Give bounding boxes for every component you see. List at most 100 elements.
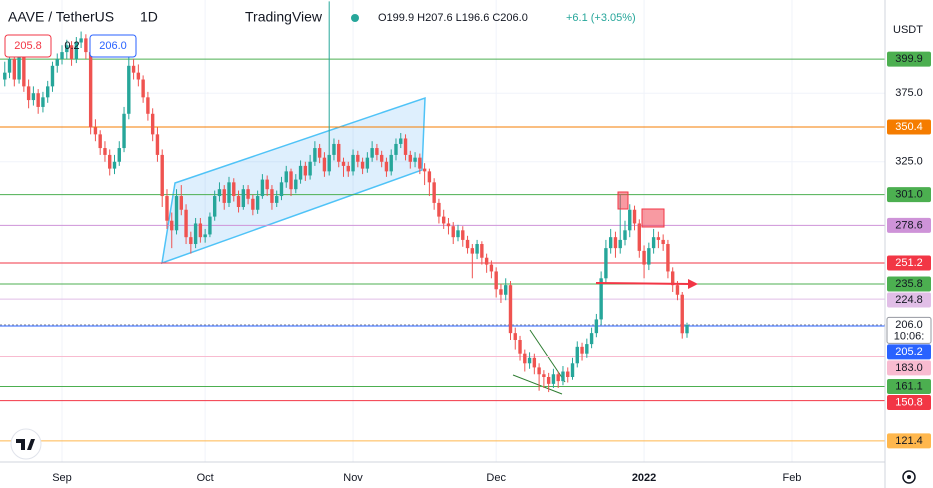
- candle-body: [566, 371, 570, 378]
- candle-body: [561, 371, 565, 382]
- candle-body: [84, 38, 88, 53]
- level-label: 121.4: [895, 435, 923, 447]
- candle-body: [608, 237, 613, 249]
- x-tick-label: Dec: [486, 472, 506, 484]
- candle-body: [666, 244, 670, 272]
- candle-body: [189, 237, 193, 245]
- candle-body: [322, 157, 327, 172]
- candle-body: [36, 93, 40, 107]
- candle-body: [656, 237, 661, 240]
- candle-body: [341, 161, 346, 166]
- candle-body: [451, 226, 455, 238]
- logo: [10, 428, 42, 460]
- candle-body: [441, 216, 446, 224]
- candle-body: [236, 196, 241, 208]
- y-tick-label: 325.0: [895, 156, 923, 168]
- candle-body: [265, 179, 269, 190]
- candle-body: [351, 154, 355, 172]
- candle-body: [170, 220, 174, 231]
- level-label-box: [887, 276, 931, 292]
- candle-body: [88, 52, 93, 128]
- candle-body: [518, 339, 522, 354]
- level-label-box: [887, 292, 931, 308]
- candle-body: [537, 367, 541, 375]
- candle-body: [98, 134, 102, 149]
- sell-button[interactable]: [4, 34, 52, 58]
- candle-body: [546, 377, 551, 384]
- candle-body: [556, 374, 560, 382]
- candle-body: [22, 52, 26, 87]
- candle-body: [184, 209, 188, 238]
- candle-body: [93, 127, 98, 135]
- sell-price[interactable]: 205.8: [14, 40, 42, 52]
- candle-body: [308, 161, 312, 176]
- candle-body: [647, 248, 651, 265]
- candle-body: [480, 244, 484, 258]
- axis: Sep Oct Nov Dec 2022 Feb 375.0 325.0: [52, 87, 923, 484]
- candle-body: [375, 148, 379, 155]
- level-label: 183.0: [895, 362, 923, 374]
- candle-body: [146, 97, 150, 114]
- candle-body: [456, 230, 460, 238]
- candle-body: [50, 65, 55, 87]
- candle-body: [599, 278, 603, 320]
- level-label-box: [887, 344, 931, 360]
- y-tick-label: 375.0: [895, 87, 923, 99]
- candle-body: [661, 239, 665, 245]
- candle-body: [289, 171, 293, 190]
- candle-body: [499, 289, 503, 295]
- candle-body: [470, 248, 475, 254]
- level-label-box: [887, 51, 931, 67]
- arrow: [595, 282, 691, 285]
- level-label-box: [887, 433, 931, 449]
- candle-body: [422, 168, 427, 172]
- candle-body: [174, 196, 179, 231]
- candle-body: [155, 134, 160, 155]
- candle-body: [303, 165, 308, 176]
- candle-body: [346, 165, 350, 172]
- candle-body: [675, 285, 680, 295]
- candle-body: [7, 58, 12, 73]
- level-label-box: [886, 316, 932, 344]
- highlight-box: [641, 208, 665, 228]
- candle-body: [651, 237, 656, 249]
- x-tick-label: Feb: [782, 472, 801, 484]
- candle-body: [551, 374, 556, 384]
- candle-body: [227, 182, 231, 203]
- candle-body: [403, 138, 408, 155]
- candle-body: [31, 93, 36, 101]
- candle-body: [394, 143, 398, 155]
- candle-body: [527, 357, 532, 364]
- candle-body: [275, 196, 279, 203]
- buy-price[interactable]: 206.0: [99, 40, 127, 52]
- level-label-box: [887, 360, 931, 376]
- level-label: 205.2: [895, 346, 923, 358]
- candle-body: [55, 58, 59, 66]
- candle-body: [413, 157, 417, 162]
- level-label: 224.8: [895, 294, 923, 306]
- candle-body: [637, 223, 641, 251]
- candle-body: [332, 143, 336, 155]
- candle-body: [284, 171, 288, 183]
- candle-body: [542, 374, 546, 378]
- candle-body: [203, 234, 207, 238]
- interval: 1D: [140, 9, 158, 25]
- candle-body: [379, 154, 384, 162]
- settings-icon[interactable]: [902, 470, 916, 484]
- candle-body: [461, 230, 465, 240]
- buy-button[interactable]: [89, 34, 137, 58]
- candle-body: [418, 157, 422, 169]
- candle-body: [399, 138, 403, 144]
- candle-body: [12, 58, 17, 80]
- change: +6.1 (+3.05%): [566, 12, 636, 24]
- candle-body: [251, 198, 255, 210]
- candle-body: [26, 86, 31, 101]
- candle-body: [212, 196, 217, 217]
- candle-body: [594, 319, 599, 334]
- candle-body: [589, 333, 594, 345]
- candle-body: [427, 171, 432, 183]
- candle-body: [465, 239, 470, 249]
- level-label-box: [887, 187, 931, 203]
- candle-body: [103, 148, 107, 155]
- candle-body: [112, 161, 117, 169]
